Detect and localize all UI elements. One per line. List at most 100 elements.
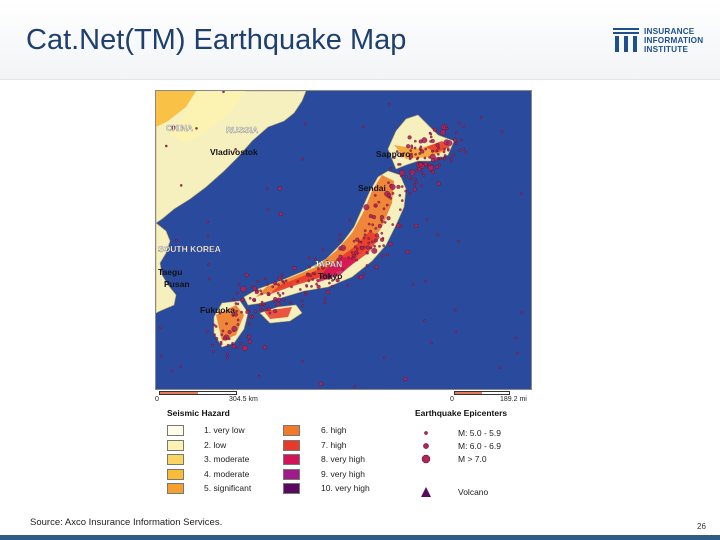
epicenter-dot [359,240,363,244]
epicenter-dot [437,146,440,150]
epicenter-dot [231,341,234,345]
epicenter-dot [347,389,349,390]
epicenter-dot [454,330,457,333]
epicenter-dot [276,297,281,302]
epicenter-dot [304,291,308,294]
epicenter-dot [361,125,365,128]
hazard-swatch [283,454,300,465]
epicenter-dot [410,176,413,180]
iii-logo: INSURANCE INFORMATION INSTITUTE [612,26,712,56]
epicenter-dot [323,301,327,304]
epicenter-dot [298,288,302,291]
epicenter-dot [382,244,385,247]
epicenter-dot [212,350,215,354]
epicenter-dot [498,366,502,369]
scale-km-zero: 0 [155,396,159,403]
epicenter-dot [237,283,241,286]
epicenter-dot [213,333,216,337]
hazard-swatch [167,454,184,465]
epicenter-dot [413,146,417,150]
epicenter-dot [420,149,425,154]
epicenter-dot [386,193,392,198]
epicenter-dot [520,192,523,196]
hazard-label: 6. high [321,425,347,435]
epicenter-dot [408,192,412,195]
epicenter-dot [235,291,239,295]
epicenter-dot [429,140,432,143]
label-russia: RUSSIA [226,125,258,135]
epicenter-dot [171,125,176,130]
epicenter-label: M: 6.0 - 6.9 [458,441,501,451]
epicenter-dot [268,311,272,315]
epicenter-dot [399,153,404,158]
epicenter-dot [170,369,174,373]
epicenter-dot [443,154,447,157]
epicenter-dot [380,237,385,242]
hazard-swatch [167,425,184,436]
epicenter-dot [365,245,370,250]
epicenter-dot [278,294,282,297]
epicenter-dot [445,127,449,131]
epicenter-dots [159,91,524,390]
epicenter-dot [423,161,428,167]
epicenter-dot [276,302,281,307]
epicenter-dot [159,354,163,358]
epicenter-dot [460,138,464,142]
epicenter-dot [386,216,391,221]
label-china: CHINA [166,123,193,133]
epicenter-dot [214,325,218,328]
scale-bar-mi-fill [455,392,482,394]
epicenter-dot [334,272,337,276]
epicenter-dot [388,242,393,247]
epicenter-dot [277,276,282,281]
epicenter-dot [282,298,286,302]
label-vladivostok: Vladivostok [210,147,258,157]
hazard-label: 9. very high [321,468,365,479]
epicenter-label: M: 5.0 - 5.9 [458,428,501,438]
epicenter-dot [325,273,332,280]
hazard-label: 8. very high [321,454,365,464]
epicenter-dot [211,344,215,347]
epicenter-dot [231,312,235,316]
epicenter-label: Volcano [458,487,489,497]
epicenter-dot [377,223,382,229]
epicenter-dot [413,183,416,187]
epicenter-dot [369,246,373,250]
epicenter-dot [374,227,378,230]
epicenter-dot [429,135,433,139]
epicenter-dot [353,385,356,388]
epicenter-dot [363,233,367,237]
epicenter-dot [309,274,313,278]
epicenter-dot [437,156,440,160]
epicenter-dot [355,237,360,242]
hazard-swatch [283,483,300,494]
epicenter-dot [409,154,414,159]
epicenter-dot [261,302,265,306]
epicenter-dot [311,278,315,281]
epicenter-dot [452,153,456,157]
iii-logo-mark-icon [613,28,639,52]
epicenter-dot [226,352,229,356]
label-fukuoka: Fukuoka [200,305,235,315]
logo-line-2: INFORMATION [644,36,704,45]
epicenter-dot [369,229,372,233]
epicenter-dot [215,337,219,340]
epicenter-dot [316,278,319,282]
epicenter-dot [278,211,283,217]
epicenter-dot [427,164,434,171]
epicenter-dot [338,233,342,237]
epicenter-dot [254,310,257,314]
epicenter-dot [442,150,446,154]
epicenter-dot [246,334,251,339]
epicenter-dot [262,345,267,350]
epicenter-dot [403,376,408,382]
epicenter-dot [260,292,264,296]
epicenter-dot [195,127,198,130]
epicenter-dot [323,272,326,276]
map-canvas: CHINA RUSSIA Vladivostok Sapporo Sendai … [156,91,531,390]
epicenter-dot [346,284,350,287]
epicenter-dot [226,356,229,360]
epicenter-dot [414,153,417,156]
slide-header: Cat.Net(TM) Earthquake Map INSURANCE INF… [0,0,720,80]
epicenter-dot [231,344,236,349]
